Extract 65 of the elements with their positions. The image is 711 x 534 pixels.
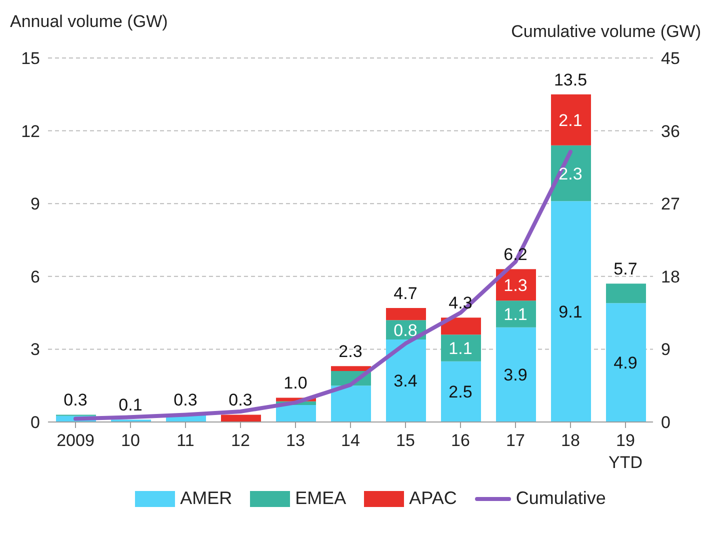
y-tick-label: 12 [21, 122, 40, 141]
y2-tick-label: 18 [661, 267, 680, 286]
bar [496, 327, 536, 422]
x-tick-label: 18 [561, 431, 580, 450]
x-tick-label: 12 [231, 431, 250, 450]
total-label: 0.1 [118, 396, 142, 415]
y-tick-label: 6 [30, 267, 40, 286]
bar [441, 334, 481, 362]
y-axis-title: Annual volume (GW) [10, 12, 168, 32]
x-tick-label: 16 [451, 431, 470, 450]
y2-tick-label: 0 [661, 413, 670, 432]
x-tick-label: 15 [396, 431, 415, 450]
bar [386, 308, 426, 320]
data-label: 3.9 [504, 366, 528, 385]
x-tick-label: 10 [121, 431, 140, 450]
legend-label: AMER [180, 488, 232, 509]
y-tick-label: 0 [30, 413, 40, 432]
y-tick-label: 15 [21, 49, 40, 68]
bar [606, 303, 646, 422]
x-tick-label: 14 [341, 431, 360, 450]
data-label: 1.1 [448, 338, 472, 358]
total-label: 5.7 [614, 260, 638, 279]
y2-axis-title: Cumulative volume (GW) [511, 22, 701, 42]
data-label: 4.9 [614, 354, 638, 373]
total-label: 0.3 [174, 390, 198, 410]
bar [441, 361, 481, 422]
bar [551, 94, 591, 146]
x-tick-label: 2009 [56, 431, 94, 450]
total-label: 0.3 [64, 390, 88, 410]
bar [331, 366, 371, 372]
data-label: 9.1 [558, 302, 582, 322]
x-tick-label: 11 [176, 431, 194, 450]
y2-tick-label: 9 [661, 340, 670, 360]
bar [551, 201, 591, 422]
x-tick-label: 13 [286, 431, 305, 450]
legend-label: APAC [409, 488, 457, 509]
data-label: 2.5 [448, 382, 472, 402]
total-label: 4.3 [448, 294, 472, 313]
bar [441, 318, 481, 335]
total-label: 1.0 [284, 374, 308, 393]
bar [386, 339, 426, 422]
bar [606, 284, 646, 304]
y2-tick-label: 27 [661, 194, 680, 214]
total-label: 13.5 [554, 70, 588, 90]
data-label: 0.8 [394, 320, 418, 340]
bar [221, 414, 261, 422]
legend-label: Cumulative [516, 488, 606, 509]
bar [276, 405, 316, 422]
data-label: 2.3 [558, 164, 582, 184]
data-label: 3.4 [394, 372, 418, 391]
data-label: 2.1 [558, 110, 582, 130]
x-tick-label: 17 [506, 431, 525, 450]
data-label: 1.3 [504, 276, 528, 295]
y-tick-label: 9 [30, 194, 40, 214]
y2-tick-label: 45 [661, 49, 680, 68]
bar [331, 386, 371, 422]
total-label: 2.3 [338, 342, 362, 362]
x-tick-label: 19 YTD [608, 431, 642, 472]
data-label: 1.1 [504, 305, 528, 324]
legend-label: EMEA [295, 488, 346, 509]
y-tick-label: 3 [30, 340, 40, 360]
total-label: 4.7 [394, 284, 418, 303]
y2-tick-label: 36 [661, 122, 680, 141]
bar [496, 300, 536, 328]
total-label: 0.3 [228, 390, 252, 410]
